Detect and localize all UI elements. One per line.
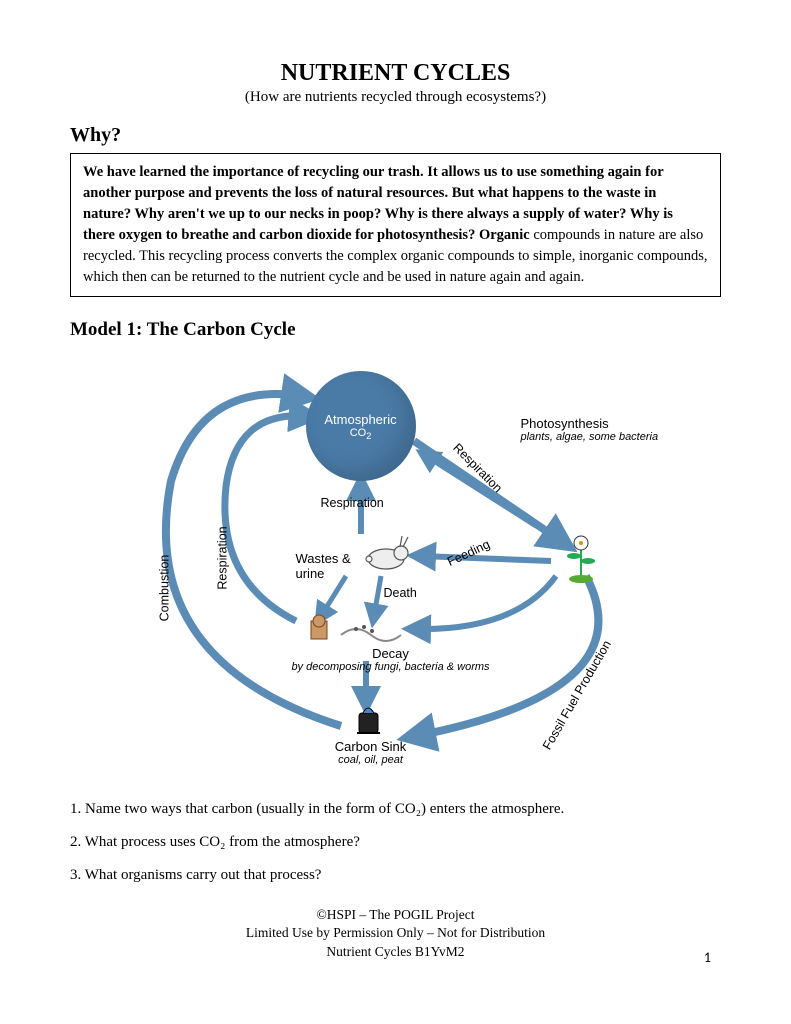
respiration-side-label: Respiration: [215, 526, 229, 589]
co2-sub: CO2: [350, 427, 372, 441]
decay-text: Decay: [372, 646, 409, 661]
photosynthesis-sub: plants, algae, some bacteria: [521, 431, 661, 443]
wastes-label: Wastes & urine: [296, 551, 351, 581]
why-box: We have learned the importance of recycl…: [70, 153, 721, 297]
page-title: NUTRIENT CYCLES: [70, 60, 721, 87]
page-footer: ©HSPI – The POGIL Project Limited Use by…: [70, 906, 721, 961]
death-label: Death: [384, 586, 417, 600]
why-heading: Why?: [70, 124, 721, 147]
photosynthesis-label: Photosynthesis plants, algae, some bacte…: [521, 416, 661, 443]
question-1: 1. Name two ways that carbon (usually in…: [70, 799, 721, 820]
carbon-sink-text: Carbon Sink: [335, 739, 407, 754]
carbon-sink-sub: coal, oil, peat: [321, 754, 421, 766]
co2-node: Atmospheric CO2: [306, 371, 416, 481]
page-subtitle: (How are nutrients recycled through ecos…: [70, 89, 721, 106]
question-2: 2. What process uses CO₂ from the atmosp…: [70, 832, 721, 853]
urine-text: urine: [296, 566, 325, 581]
carbon-sink-label: Carbon Sink coal, oil, peat: [321, 739, 421, 766]
footer-line1: ©HSPI – The POGIL Project: [70, 906, 721, 924]
footer-line2: Limited Use by Permission Only – Not for…: [70, 924, 721, 942]
model-heading: Model 1: The Carbon Cycle: [70, 319, 721, 341]
wastes-text: Wastes &: [296, 551, 351, 566]
co2-label: Atmospheric: [324, 412, 396, 427]
decay-label: Decay by decomposing fungi, bacteria & w…: [266, 646, 516, 673]
carbon-cycle-diagram: Atmospheric CO2: [116, 351, 676, 781]
questions-block: 1. Name two ways that carbon (usually in…: [70, 799, 721, 886]
question-3: 3. What organisms carry out that process…: [70, 865, 721, 886]
decay-sub: by decomposing fungi, bacteria & worms: [266, 661, 516, 673]
respiration-label-top: Respiration: [321, 496, 384, 510]
photosynthesis-text: Photosynthesis: [521, 416, 609, 431]
page-number: 1: [704, 949, 711, 966]
combustion-label: Combustion: [157, 555, 171, 622]
footer-line3: Nutrient Cycles B1YvM2: [70, 943, 721, 961]
